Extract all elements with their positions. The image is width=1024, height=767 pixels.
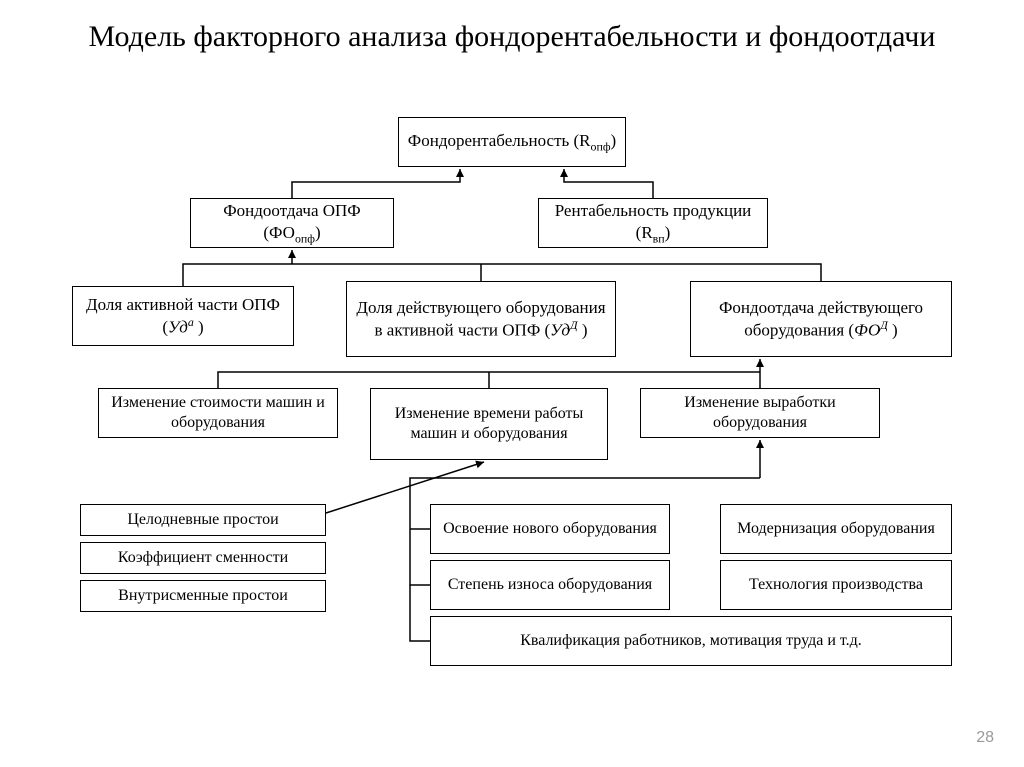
page-title: Модель факторного анализа фондорентабель…: [0, 18, 1024, 56]
node-n15: Степень износа оборудования: [430, 560, 670, 610]
node-n14: Модернизация оборудования: [720, 504, 952, 554]
node-n17: Квалификация работников, мотивация труда…: [430, 616, 952, 666]
node-n16: Технология производства: [720, 560, 952, 610]
node-n8: Изменение времени работы машин и оборудо…: [370, 388, 608, 460]
node-n13: Освоение нового оборудования: [430, 504, 670, 554]
node-n3: Рентабельность продукции (Rвп): [538, 198, 768, 248]
node-n12: Внутрисменные простои: [80, 580, 326, 612]
node-n1: Фондорентабельность (Rопф): [398, 117, 626, 167]
node-n7: Изменение стоимости машин и оборудования: [98, 388, 338, 438]
node-n5: Доля действующего оборудования в активно…: [346, 281, 616, 357]
node-n10: Целодневные простои: [80, 504, 326, 536]
node-n2: Фондоотдача ОПФ (ФОопф): [190, 198, 394, 248]
page-number: 28: [976, 729, 994, 747]
node-n9: Изменение выработки оборудования: [640, 388, 880, 438]
node-n6: Фондоотдача действующего оборудования (Ф…: [690, 281, 952, 357]
node-n4: Доля активной части ОПФ (Уда ): [72, 286, 294, 346]
node-n11: Коэффициент сменности: [80, 542, 326, 574]
